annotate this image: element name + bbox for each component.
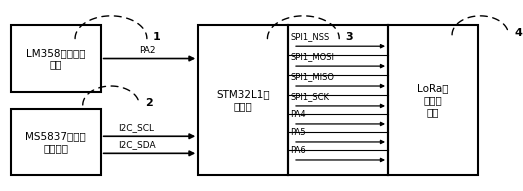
Text: SPI1_MOSI: SPI1_MOSI xyxy=(290,52,335,61)
Text: STM32L1微
处理器: STM32L1微 处理器 xyxy=(216,89,270,111)
Text: PA5: PA5 xyxy=(290,128,306,137)
Text: SPI1_MISO: SPI1_MISO xyxy=(290,72,335,81)
Text: LoRa无
线通信
电路: LoRa无 线通信 电路 xyxy=(417,84,449,117)
Text: LM358水面开关
电路: LM358水面开关 电路 xyxy=(26,48,86,69)
Bar xyxy=(198,25,288,175)
Text: 3: 3 xyxy=(345,32,353,42)
Text: SPI1_SCK: SPI1_SCK xyxy=(290,92,329,101)
Text: I2C_SDA: I2C_SDA xyxy=(118,141,155,150)
Text: PA6: PA6 xyxy=(290,146,306,155)
Text: 4: 4 xyxy=(515,28,522,38)
Text: I2C_SCL: I2C_SCL xyxy=(119,123,155,133)
Text: 1: 1 xyxy=(153,32,161,42)
Text: SPI1_NSS: SPI1_NSS xyxy=(290,32,329,41)
Text: PA4: PA4 xyxy=(290,110,306,119)
Text: PA2: PA2 xyxy=(139,46,155,55)
Text: MS5837压力传
感器电路: MS5837压力传 感器电路 xyxy=(26,131,86,153)
Bar xyxy=(11,109,101,175)
Bar xyxy=(388,25,477,175)
Bar xyxy=(11,25,101,92)
Text: 2: 2 xyxy=(145,98,153,108)
